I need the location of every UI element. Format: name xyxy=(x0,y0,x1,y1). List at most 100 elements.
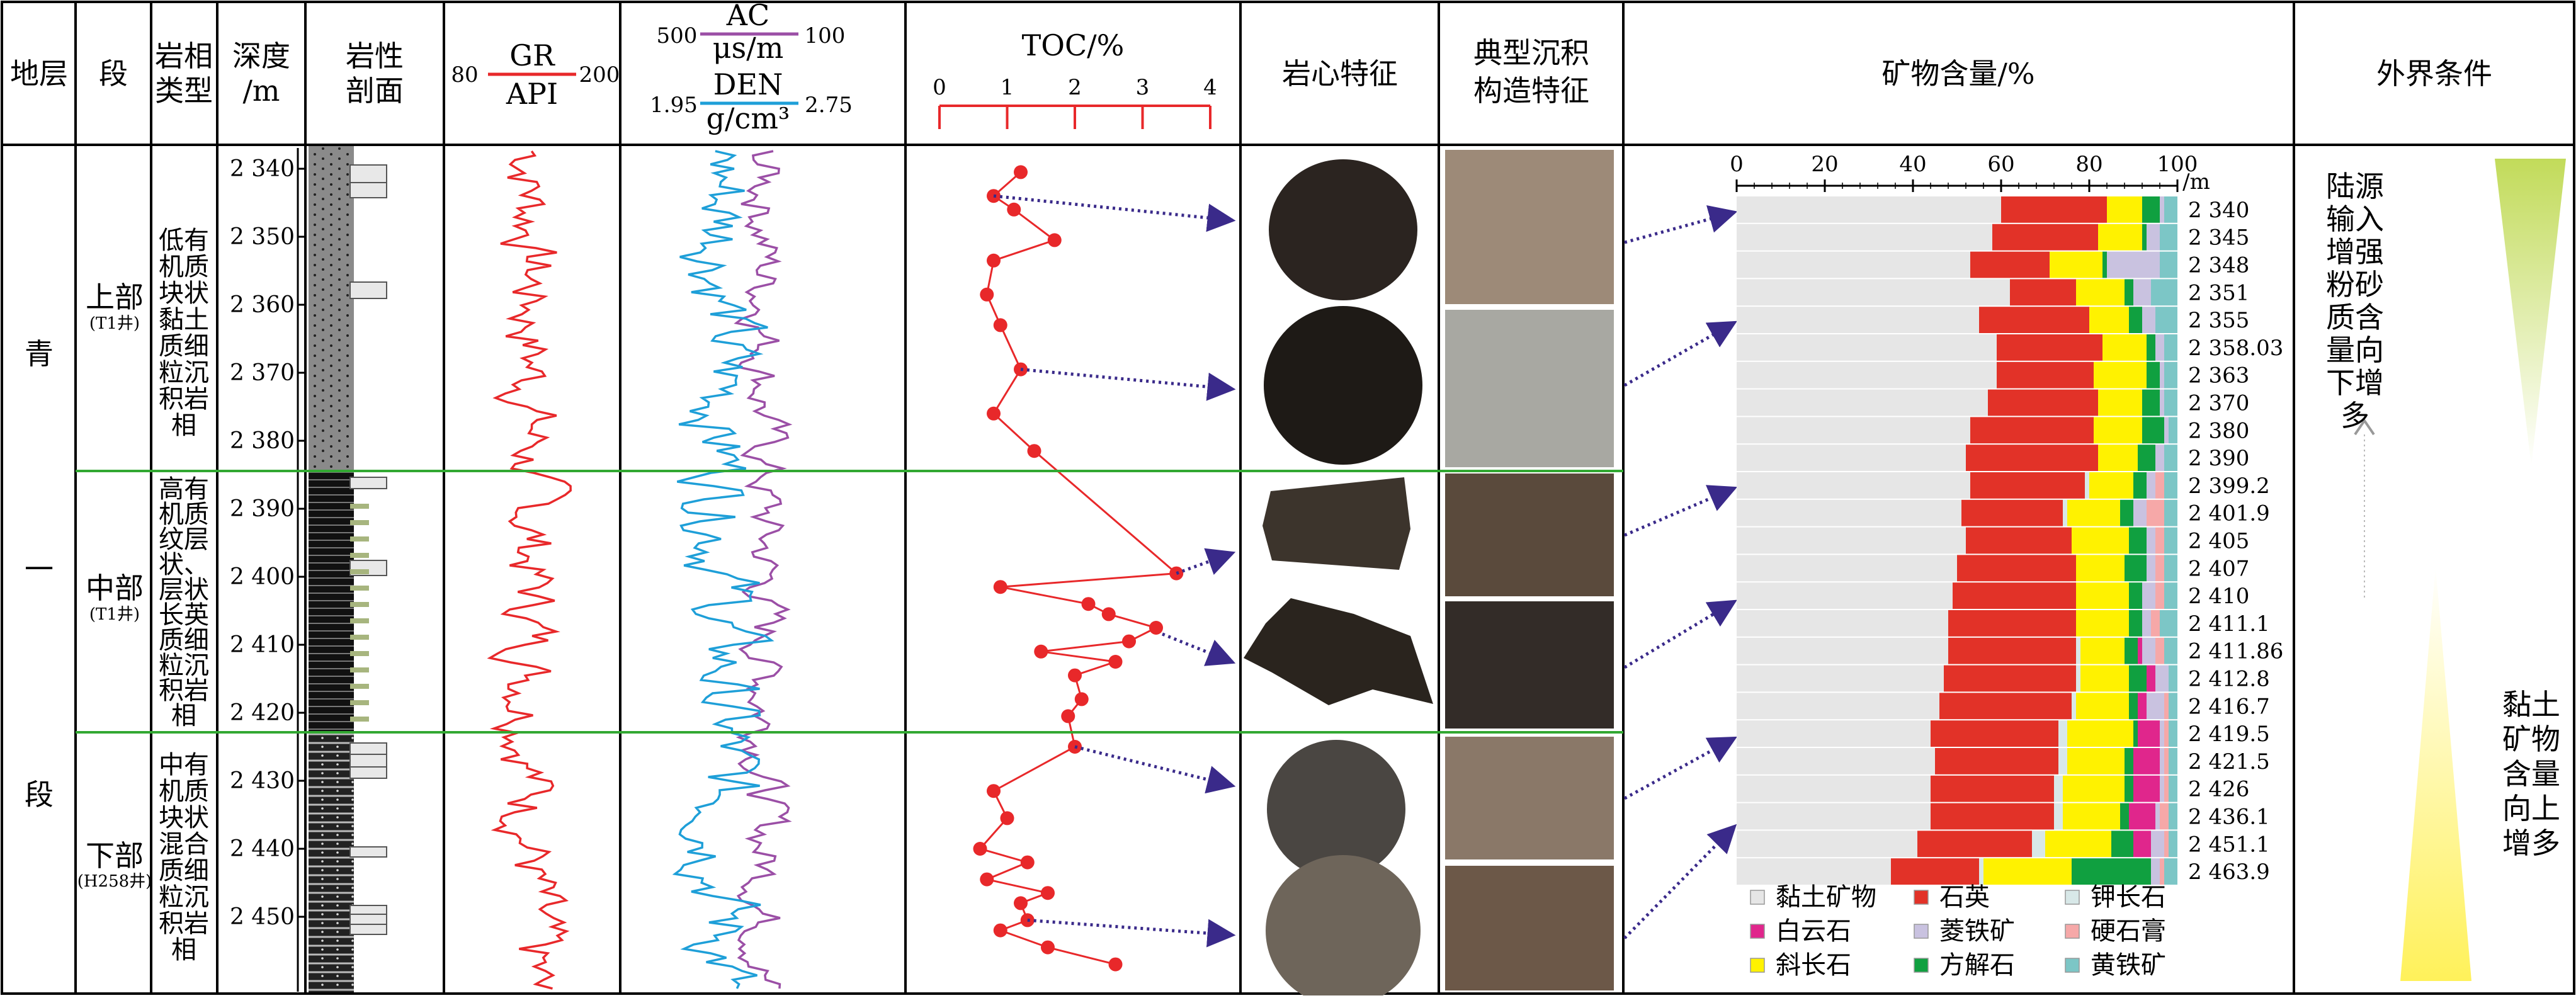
mineral-bar-segment xyxy=(1970,417,2094,444)
core-photo-5 xyxy=(1267,740,1405,878)
mineral-bar-segment xyxy=(2067,748,2125,774)
mineral-bar-segment xyxy=(2147,224,2160,251)
mineral-bar-segment xyxy=(2155,555,2164,582)
toc-point xyxy=(1068,668,1082,683)
header-lith-1: 岩性 xyxy=(346,39,404,73)
mineral-bar-segment xyxy=(2133,472,2147,499)
mineral-bar-segment xyxy=(1966,527,2072,554)
lith-lens xyxy=(350,717,369,722)
toc-line xyxy=(978,171,1179,966)
lith-lens xyxy=(350,569,369,574)
mineral-bar-segment xyxy=(1737,196,2001,223)
connector-arrow xyxy=(1176,548,1236,575)
gr-name: GR xyxy=(509,38,555,72)
mineral-bar-segment xyxy=(2155,665,2169,692)
mineral-bar-segment xyxy=(2164,196,2177,223)
mineral-depth-label: 2 451.1 xyxy=(2188,832,2270,857)
toc-point xyxy=(1061,709,1075,723)
facies-line: 块状 xyxy=(159,279,209,308)
member-middle-well: (T1井) xyxy=(89,605,140,624)
mineral-bar-segment xyxy=(1979,858,1983,885)
mineral-bar-segment xyxy=(2160,720,2164,747)
header-external: 外界条件 xyxy=(2376,57,2492,91)
mineral-bar-segment xyxy=(2160,610,2177,637)
header-struct-2: 构造特征 xyxy=(1473,74,1589,108)
mineral-bar-segment xyxy=(2147,555,2155,582)
mineral-bar-segment xyxy=(2133,279,2151,306)
mineral-bar-segment xyxy=(2098,224,2142,251)
lith-lens xyxy=(350,504,369,509)
mineral-bar-segment xyxy=(2160,251,2177,278)
toc-point xyxy=(1041,886,1055,900)
connector-arrow xyxy=(1074,745,1236,794)
mineral-bar-segment xyxy=(1979,307,2089,333)
mineral-bar-segment xyxy=(2125,775,2133,802)
legend-label: 菱铁矿 xyxy=(1939,917,2015,946)
mineral-bar-segment xyxy=(2125,279,2133,306)
mineral-bar-segment xyxy=(2138,693,2147,720)
mineral-bar-segment xyxy=(2050,251,2102,278)
mineral-bar-segment xyxy=(2164,445,2177,471)
mineral-bar-segment xyxy=(1737,499,1961,526)
toc-point xyxy=(1081,597,1096,611)
connector-arrow xyxy=(1624,485,1738,537)
den-name: DEN xyxy=(713,67,783,101)
lith-bed xyxy=(349,846,387,858)
mineral-bar-segment xyxy=(2129,527,2147,554)
mineral-bar-segment xyxy=(2133,775,2160,802)
mineral-bar-segment xyxy=(2169,803,2177,830)
mineral-bar-segment xyxy=(2155,445,2164,471)
facies-line: 低有 xyxy=(159,226,209,255)
mineral-bar-segment xyxy=(1737,610,1948,637)
ac-name: AC xyxy=(726,0,769,32)
header-mineral: 矿物含量/% xyxy=(1881,57,2034,91)
toc-point xyxy=(1014,165,1028,179)
mineral-bar-segment xyxy=(2142,610,2151,637)
mineral-bar-segment xyxy=(1970,472,2085,499)
toc-axis: 0 1 2 3 4 xyxy=(933,75,1217,129)
mineral-bar-segment xyxy=(1737,582,1953,609)
mineral-bar-segment xyxy=(2142,224,2147,251)
facies-line: 相 xyxy=(171,701,196,730)
mineral-depth-label: 2 370 xyxy=(2188,390,2249,416)
den-unit: g/cm³ xyxy=(706,101,790,135)
gr-unit: API xyxy=(506,77,558,111)
mineral-depth-label: 2 401.9 xyxy=(2188,501,2270,526)
mineral-depth-label: 2 463.9 xyxy=(2188,859,2270,885)
toc-point xyxy=(1007,202,1021,217)
mineral-tick-label: 0 xyxy=(1730,152,1744,177)
mineral-bar-segment xyxy=(2076,582,2129,609)
mineral-bar-segment xyxy=(2142,196,2160,223)
mineral-bar-segment xyxy=(1737,555,1957,582)
mineral-bar-segment xyxy=(2169,720,2177,747)
lith-lens xyxy=(350,700,369,705)
core-photo-3 xyxy=(1262,477,1410,570)
mineral-depth-label: 2 358.03 xyxy=(2188,336,2283,361)
mineral-depth-label: 2 407 xyxy=(2188,556,2249,581)
mineral-bar-segment xyxy=(1966,445,2098,471)
mineral-depth-label: 2 345 xyxy=(2188,225,2249,251)
external-lower-line: 黏土 xyxy=(2502,688,2560,722)
depth-tick-label: 2 430 xyxy=(230,768,295,794)
mineral-bar-segment xyxy=(2094,417,2142,444)
mineral-tick-label: 40 xyxy=(1899,152,1926,177)
mineral-bar-segment xyxy=(1737,472,1970,499)
mineral-bar-segment xyxy=(2129,665,2147,692)
ac-curve xyxy=(734,150,793,989)
mineral-bar-segment xyxy=(2169,693,2177,720)
mineral-bar-segment xyxy=(1737,389,1988,416)
facies-line: 积岩 xyxy=(159,909,209,938)
toc-title: TOC/% xyxy=(1022,28,1125,62)
mineral-bar-segment xyxy=(2076,555,2125,582)
toc-point xyxy=(987,253,1001,268)
mineral-depth-label: 2 426 xyxy=(2188,777,2249,802)
legend-swatch xyxy=(1750,890,1765,905)
facies-line: 质细 xyxy=(159,856,209,885)
lith-bed xyxy=(349,281,387,299)
lith-upper xyxy=(309,146,354,470)
facies-line: 机质 xyxy=(159,500,209,529)
connector-arrow xyxy=(1624,205,1738,244)
mineral-depth-label: 2 412.8 xyxy=(2188,666,2270,691)
